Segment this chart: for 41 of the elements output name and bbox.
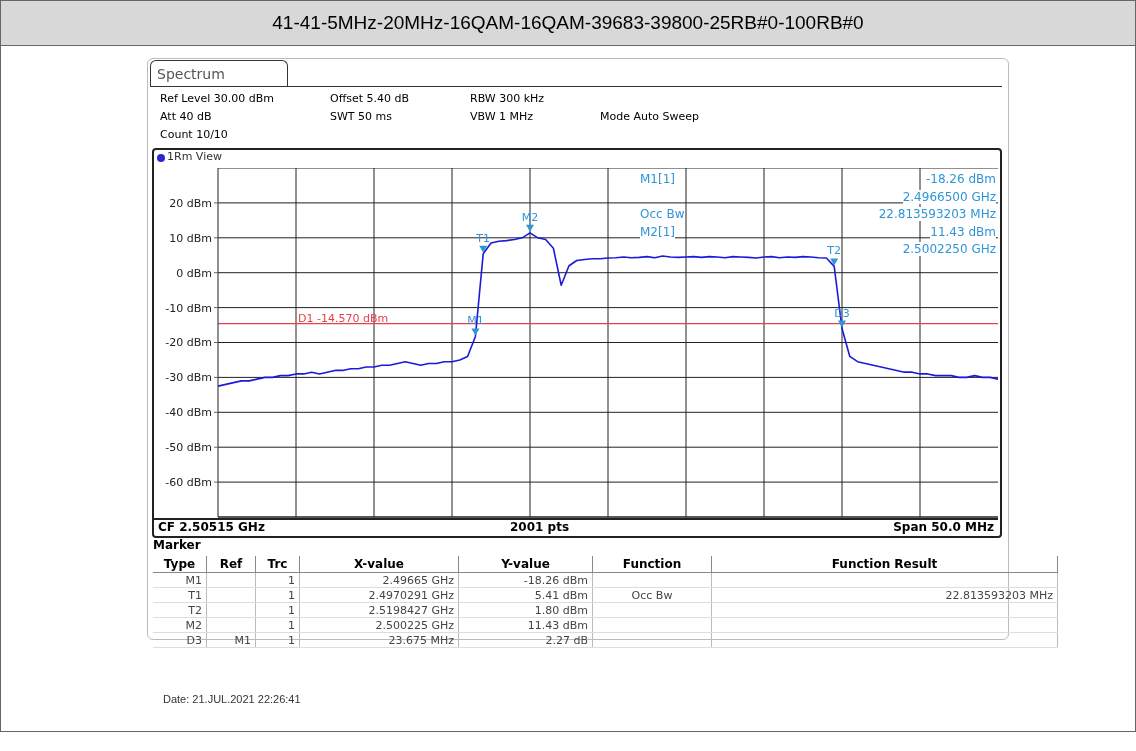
text: RBW 300 kHz [470,92,545,105]
text: Marker [153,538,201,552]
text: T2 1 2.5198427 GHz 1.80 dBm [188,603,588,617]
text: M1 1 2.49665 GHz -18.26 dBm [185,573,588,587]
text: Count 10/10 [160,128,228,141]
text: T1 1 2.4970291 GHz 5.41 dBm Occ Bw 22.813593203 MHz [188,588,1053,602]
text: Spectrum [150,60,288,87]
text: D3 M1 1 23.675 MHz 2.27 dB [186,633,588,647]
text: Ref Level 30.00 dBm [160,92,275,105]
annotation: M2 [521,210,539,224]
annotation: T2 [826,244,842,258]
annotation: 2.4966500 GHz [902,189,996,204]
annotation: Occ Bw [640,207,685,221]
text: Att 40 dB [160,110,212,123]
text: VBW 1 MHz [470,110,534,123]
text: M2 1 2.500225 GHz 11.43 dBm [185,618,588,632]
y-tick-label: -60 dBm [165,476,212,490]
text: 1Rm View [167,150,222,163]
y-tick-label: 0 dBm [176,266,212,280]
text: Mode Auto Sweep [600,110,699,123]
text: CF 2.50515 GHz [158,520,265,534]
text: Type Ref Trc X-value Y-value Function Function Result [163,557,938,571]
y-tick-label: -20 dBm [165,336,212,350]
annotation: M2[1] [640,225,675,239]
y-tick-label: -30 dBm [165,371,212,385]
y-tick-label: -10 dBm [165,301,212,315]
y-tick-label: 20 dBm [169,196,212,210]
chart-title: 41-41-5MHz-20MHz-16QAM-16QAM-39683-39800-25RB#0-100RB#0 [1,1,1135,46]
annotation: 11.43 dBm [930,224,996,239]
annotation: 22.813593203 MHz [878,207,996,221]
text: Date: 21.JUL.2021 22:26:41 [163,693,301,705]
annotation: M1[1] [640,172,675,186]
text: Span 50.0 MHz [893,520,994,534]
y-tick-label: 10 dBm [169,231,212,245]
text: Offset 5.40 dB [330,92,410,105]
annotation: -18.26 dBm [925,172,996,186]
text: 2001 pts [510,520,570,534]
y-tick-label: -40 dBm [165,406,212,420]
annotation: 2.5002250 GHz [902,242,996,256]
y-tick-label: -50 dBm [165,441,212,455]
text: SWT 50 ms [330,110,393,123]
